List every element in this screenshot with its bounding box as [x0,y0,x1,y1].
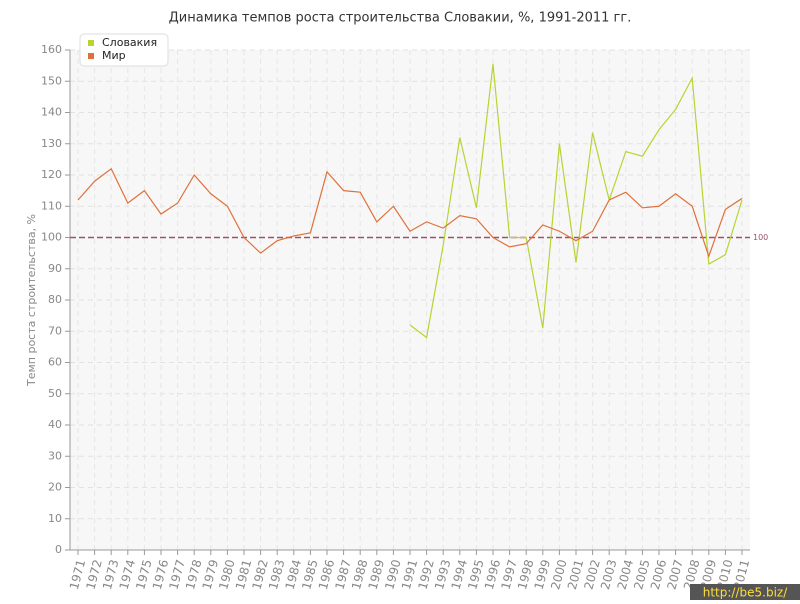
y-tick-label: 120 [41,168,62,181]
y-tick-label: 100 [41,231,62,244]
y-tick-label: 10 [48,512,62,525]
y-tick-label: 40 [48,418,62,431]
y-tick-label: 90 [48,262,62,275]
y-tick-label: 110 [41,199,62,212]
series-line [409,63,743,339]
watermark: http://be5.biz/ [703,586,788,600]
legend-box [79,33,169,67]
y-axis-label: Темп роста строительства, % [25,214,38,387]
y-tick-label: 30 [48,449,62,462]
series-line [77,167,743,259]
y-tick-label: 20 [48,481,62,494]
y-tick-label: 80 [48,293,62,306]
y-tick-label: 0 [55,543,62,556]
legend-marker [88,53,94,59]
y-tick-label: 130 [41,137,62,150]
legend-marker [88,40,94,46]
chart-title: Динамика темпов роста строительства Слов… [169,11,632,26]
y-tick-label: 50 [48,387,62,400]
reference-label: 100 [753,233,768,242]
y-tick-label: 70 [48,324,62,337]
watermark-bg [690,584,800,600]
legend-label: Словакия [102,36,157,49]
y-tick-label: 160 [41,43,62,56]
legend-label: Мир [102,49,126,62]
y-tick-label: 150 [41,74,62,87]
y-tick-label: 140 [41,106,62,119]
y-tick-label: 60 [48,356,62,369]
